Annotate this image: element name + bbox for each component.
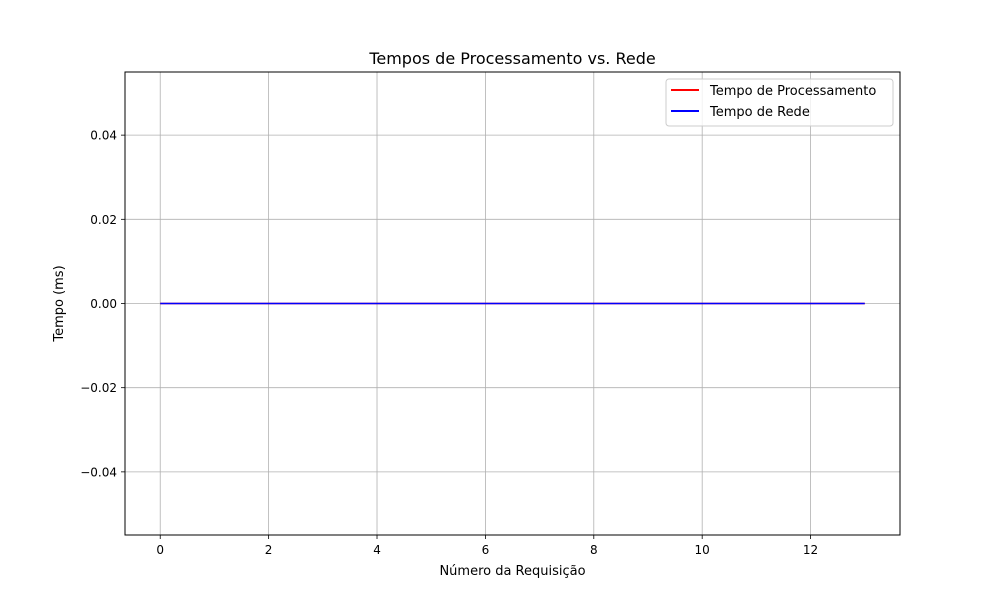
legend-box	[665, 78, 894, 127]
y-tick-label: 0.04	[90, 129, 117, 143]
legend-label-processamento: Tempo de Processamento	[709, 84, 876, 99]
x-tick-label: 10	[695, 543, 710, 557]
x-tick-label: 4	[373, 543, 381, 557]
y-axis-label: Tempo (ms)	[52, 265, 67, 342]
y-tick-label: −0.02	[80, 381, 117, 395]
x-tick-label: 12	[803, 543, 818, 557]
y-axis-ticks: 0.04 0.02 0.00 −0.02 −0.04	[80, 129, 125, 479]
x-axis-label: Número da Requisição	[439, 564, 585, 579]
y-tick-label: 0.00	[90, 297, 117, 311]
chart-title: Tempos de Processamento vs. Rede	[368, 49, 655, 68]
x-axis-ticks: 0 2 4 6 8 10 12	[156, 535, 818, 557]
x-tick-label: 8	[590, 543, 598, 557]
legend-label-rede: Tempo de Rede	[709, 105, 810, 120]
x-tick-label: 0	[156, 543, 164, 557]
x-tick-label: 6	[482, 543, 490, 557]
x-tick-label: 2	[265, 543, 273, 557]
y-tick-label: −0.04	[80, 465, 117, 479]
y-tick-label: 0.02	[90, 213, 117, 227]
legend: Tempo de Processamento Tempo de Rede	[665, 78, 894, 127]
